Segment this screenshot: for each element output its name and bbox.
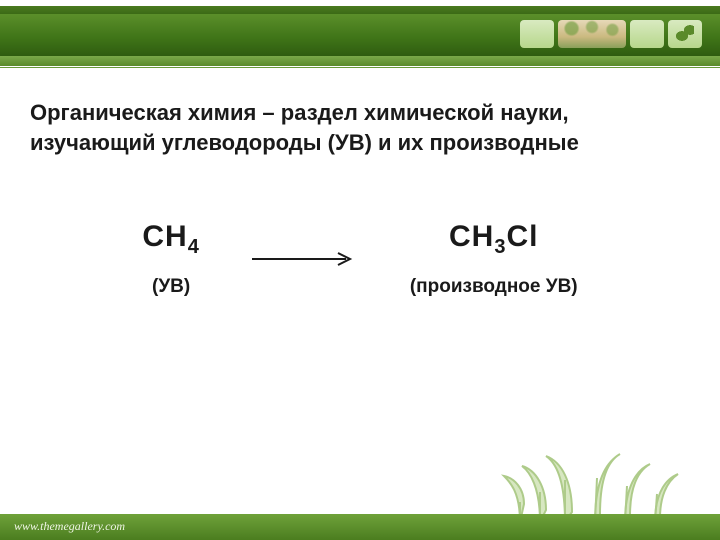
footer-url: www.themegallery.com [14, 519, 125, 534]
header-tiles [520, 20, 702, 48]
page-title: Органическая химия – раздел химической н… [30, 98, 690, 157]
header-band-top [0, 6, 720, 14]
footer-plants-icon [500, 432, 690, 522]
formula-right-tail: Cl [506, 220, 538, 253]
reaction-arrow-icon [250, 249, 360, 269]
formula-right: CH3Cl [410, 220, 578, 259]
header-band-bottom [0, 56, 720, 66]
caption-right: (производное УВ) [410, 275, 578, 299]
header-tile-3 [630, 20, 664, 48]
slide: Органическая химия – раздел химической н… [0, 0, 720, 540]
footer: www.themegallery.com [0, 514, 720, 540]
reaction-row: CH4 (УВ) CH3Cl (производное УВ) [0, 220, 720, 299]
formula-left-base: CH [142, 220, 187, 253]
reactant-left: CH4 (УВ) [142, 220, 199, 299]
caption-left: (УВ) [142, 275, 199, 299]
formula-left: CH4 [142, 220, 199, 259]
header-tile-leaf [668, 20, 702, 48]
header-tile-1 [520, 20, 554, 48]
formula-right-sub: 3 [494, 236, 506, 258]
reactant-right: CH3Cl (производное УВ) [410, 220, 578, 299]
header-thin-line [0, 67, 720, 68]
header-tile-sprout-photo [558, 20, 626, 48]
formula-right-base: CH [449, 220, 494, 253]
header [0, 0, 720, 70]
formula-left-sub: 4 [188, 236, 200, 258]
